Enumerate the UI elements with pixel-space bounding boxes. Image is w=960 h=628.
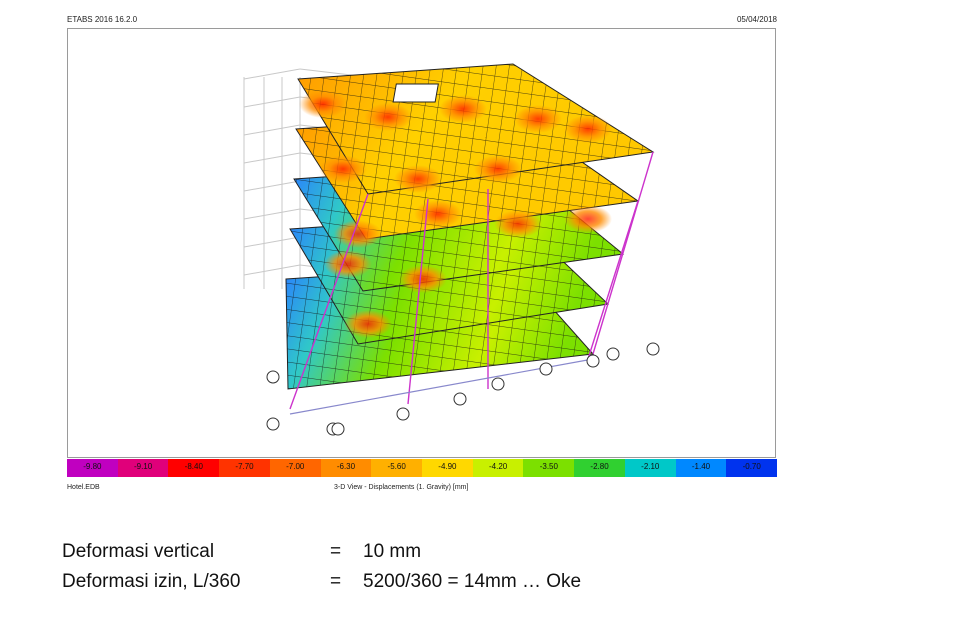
legend-value: -7.70 bbox=[235, 462, 254, 471]
deformed-slab-contour-plot bbox=[243, 63, 660, 436]
legend-swatch: -7.00 bbox=[269, 459, 321, 477]
displacement-legend: -9.80 -9.10 -8.40 -7.70 -7.00 -6.30 -5.60 -4.90… bbox=[67, 459, 778, 477]
view-caption: 3-D View - Displacements (1. Gravity) [m… bbox=[334, 484, 469, 491]
legend-swatch: -5.60 bbox=[371, 459, 423, 477]
legend-value: -6.30 bbox=[336, 462, 356, 471]
legend-value: -5.60 bbox=[387, 462, 406, 471]
legend-swatch: -4.90 bbox=[422, 459, 473, 477]
support-marker bbox=[539, 362, 553, 376]
legend-swatch: -9.10 bbox=[117, 459, 169, 477]
support-marker bbox=[606, 347, 620, 361]
calc-value-allowable: 5200/360 = 14mm … Oke bbox=[363, 571, 582, 592]
legend-swatch: -1.40 bbox=[675, 459, 727, 477]
legend-swatch: -9.80 bbox=[67, 459, 118, 477]
legend-value: -0.70 bbox=[742, 462, 761, 471]
calc-equals-2: = bbox=[330, 571, 342, 592]
support-marker bbox=[331, 422, 345, 436]
support-marker bbox=[586, 354, 600, 368]
legend-value: -3.50 bbox=[539, 462, 558, 471]
legend-value: -4.90 bbox=[438, 462, 457, 471]
support-marker bbox=[266, 417, 280, 431]
run-date: 05/04/2018 bbox=[736, 15, 777, 24]
support-marker bbox=[491, 377, 505, 391]
roof-opening bbox=[392, 83, 439, 103]
model-filename: Hotel.EDB bbox=[67, 484, 100, 491]
model-3d-viewport[interactable] bbox=[67, 28, 776, 458]
support-marker bbox=[396, 407, 410, 421]
calc-label-vertical: Deformasi vertical bbox=[62, 541, 215, 562]
support-marker bbox=[453, 392, 467, 406]
support-marker bbox=[646, 342, 660, 356]
legend-swatch: -2.80 bbox=[574, 459, 625, 477]
legend-value: -9.10 bbox=[133, 462, 153, 471]
support-marker bbox=[266, 370, 280, 384]
calc-label-allowable: Deformasi izin, L/360 bbox=[62, 571, 241, 592]
deformed-slabs bbox=[285, 63, 655, 390]
legend-value: -8.40 bbox=[184, 462, 203, 471]
legend-swatch: -4.20 bbox=[472, 459, 524, 477]
legend-swatch: -6.30 bbox=[320, 459, 372, 477]
calc-value-vertical: 10 mm bbox=[363, 541, 422, 562]
legend-value: -2.80 bbox=[590, 462, 609, 471]
legend-value: -9.80 bbox=[83, 462, 102, 471]
legend-swatch: -3.50 bbox=[523, 459, 575, 477]
legend-value: -2.10 bbox=[641, 462, 660, 471]
calc-equals-1: = bbox=[330, 541, 342, 562]
legend-value: -1.40 bbox=[691, 462, 711, 471]
app-title: ETABS 2016 16.2.0 bbox=[67, 15, 138, 24]
legend-swatch: -2.10 bbox=[624, 459, 676, 477]
legend-swatch: -0.70 bbox=[726, 459, 778, 477]
legend-swatch: -8.40 bbox=[168, 459, 220, 477]
legend-value: -7.00 bbox=[286, 462, 305, 471]
support-markers bbox=[266, 342, 660, 436]
legend-swatch: -7.70 bbox=[219, 459, 270, 477]
legend-value: -4.20 bbox=[488, 462, 508, 471]
